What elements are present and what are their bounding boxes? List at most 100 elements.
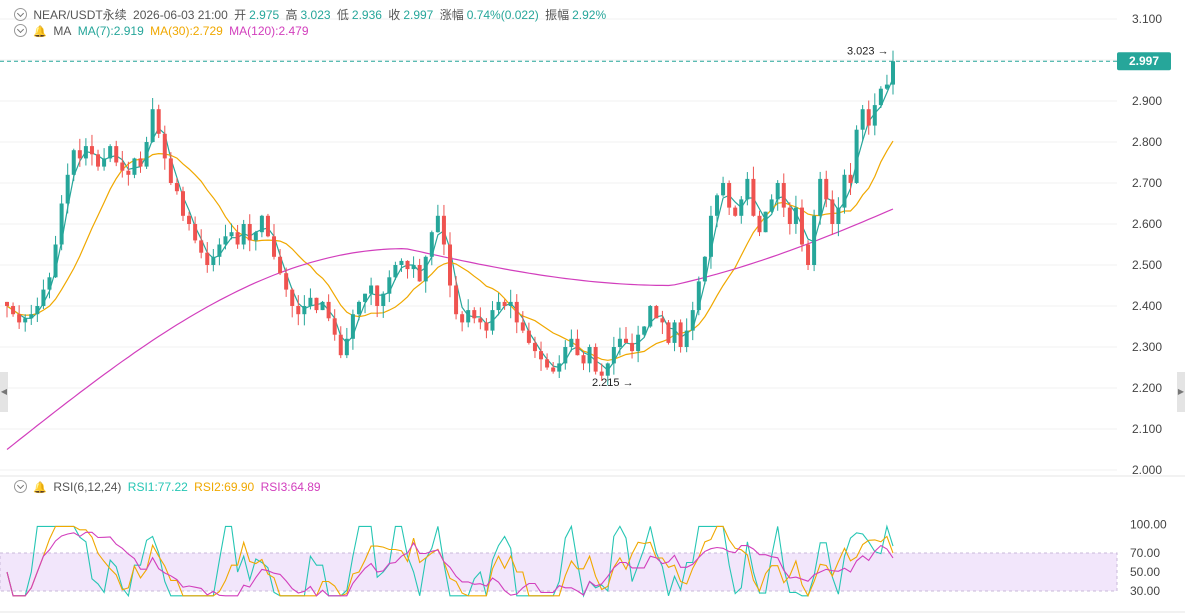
rsi-overbought-oversold-band xyxy=(0,552,1118,592)
rsi3-value: RSI3:64.89 xyxy=(260,480,321,494)
candle-body xyxy=(460,314,465,323)
symbol-label[interactable]: NEAR/USDT永续 xyxy=(33,8,127,22)
candle-body xyxy=(11,306,16,315)
candle-body xyxy=(326,301,331,319)
rsi-axis: 100.00 70.00 50.00 30.00 xyxy=(1130,518,1167,599)
candle-body xyxy=(156,109,161,134)
candle-body xyxy=(350,314,355,339)
candle-body xyxy=(96,154,101,167)
rsi-title[interactable]: RSI(6,12,24) xyxy=(53,480,122,494)
candle-body xyxy=(617,338,622,347)
candle-body xyxy=(41,289,46,306)
price-tick-label: 2.900 xyxy=(1132,94,1162,108)
candle-body xyxy=(636,334,641,352)
candle-body xyxy=(848,174,853,183)
price-tick-label: 2.200 xyxy=(1132,381,1162,395)
grid-lines xyxy=(0,18,1185,613)
candle-body xyxy=(866,109,871,126)
candle-body xyxy=(654,306,659,319)
candle-body xyxy=(83,146,88,159)
rsi-legend: 🔔 RSI(6,12,24) RSI1:77.22 RSI2:69.90 RSI… xyxy=(14,480,324,494)
candle-body xyxy=(508,301,513,306)
candle-body xyxy=(715,195,720,216)
candle-body xyxy=(769,199,774,212)
candle-body xyxy=(793,207,798,224)
candle-body xyxy=(53,244,58,278)
candle-body xyxy=(672,322,677,343)
candle-body xyxy=(393,265,398,278)
candle-body xyxy=(320,301,325,311)
rsi-tick-label: 50.00 xyxy=(1130,565,1160,579)
close-value: 2.997 xyxy=(403,8,434,22)
scroll-left-icon[interactable]: ◀ xyxy=(0,372,8,412)
candle-body xyxy=(187,215,192,224)
price-axis: 3.1003.0002.9002.8002.7002.6002.5002.400… xyxy=(1132,12,1162,477)
candle-body xyxy=(690,310,695,331)
candle-body xyxy=(599,371,604,376)
datetime-label: 2026-06-03 21:00 xyxy=(133,8,228,22)
candle-body xyxy=(581,355,586,364)
candle-body xyxy=(272,236,277,257)
candle-body xyxy=(138,158,143,167)
candle-body xyxy=(302,306,307,315)
candle-body xyxy=(502,301,507,306)
candle-body xyxy=(678,322,683,347)
high-price-marker: 3.023 → xyxy=(847,46,889,58)
amplitude-value: 2.92% xyxy=(572,8,607,22)
candle-body xyxy=(745,178,750,200)
candle-body xyxy=(891,61,895,85)
candle-body xyxy=(696,281,701,311)
candle-body xyxy=(308,297,313,306)
candle-body xyxy=(472,310,477,319)
ma-title[interactable]: MA xyxy=(53,24,72,38)
candle-body xyxy=(757,215,762,233)
rsi-lines xyxy=(6,524,894,598)
candle-body xyxy=(387,277,392,294)
candle-body xyxy=(563,347,568,364)
candle-body xyxy=(666,322,671,343)
candle-body xyxy=(575,338,580,356)
collapse-icon[interactable] xyxy=(14,24,27,37)
bell-icon[interactable]: 🔔 xyxy=(33,482,48,494)
collapse-icon[interactable] xyxy=(14,8,27,21)
rsi2-value: RSI2:69.90 xyxy=(194,480,255,494)
candle-body xyxy=(223,236,228,245)
scroll-right-icon[interactable]: ▶ xyxy=(1177,372,1185,412)
candlesticks xyxy=(5,50,895,386)
candle-body xyxy=(114,146,119,163)
candle-body xyxy=(514,301,519,323)
candle-body xyxy=(648,306,653,327)
candle-body xyxy=(132,158,137,175)
candle-body xyxy=(751,178,756,216)
candle-body xyxy=(484,322,489,331)
candle-body xyxy=(569,338,574,347)
candle-body xyxy=(205,252,210,265)
candle-body xyxy=(162,133,167,159)
candle-body xyxy=(174,183,179,192)
current-price-tag: 2.997 xyxy=(1117,52,1171,71)
rsi-tick-label: 100.00 xyxy=(1130,518,1167,532)
candle-body xyxy=(284,273,289,290)
candle-body xyxy=(520,322,525,331)
candle-body xyxy=(623,338,628,343)
candle-body xyxy=(344,338,349,356)
candle-body xyxy=(71,150,76,175)
candle-body xyxy=(77,150,82,159)
candle-body xyxy=(102,158,107,167)
bell-icon[interactable]: 🔔 xyxy=(33,26,48,38)
candle-body xyxy=(435,215,440,233)
candle-body xyxy=(429,232,434,257)
candle-body xyxy=(332,318,337,335)
candle-body xyxy=(5,301,9,306)
candle-body xyxy=(235,232,240,245)
candle-body xyxy=(836,207,841,224)
collapse-icon[interactable] xyxy=(14,480,27,493)
candle-body xyxy=(381,293,386,306)
candle-body xyxy=(454,285,459,315)
candle-body xyxy=(417,265,422,282)
price-tick-label: 2.300 xyxy=(1132,340,1162,354)
candle-body xyxy=(150,109,155,142)
candle-body xyxy=(217,244,222,257)
candle-body xyxy=(241,224,246,245)
price-tick-label: 2.700 xyxy=(1132,176,1162,190)
